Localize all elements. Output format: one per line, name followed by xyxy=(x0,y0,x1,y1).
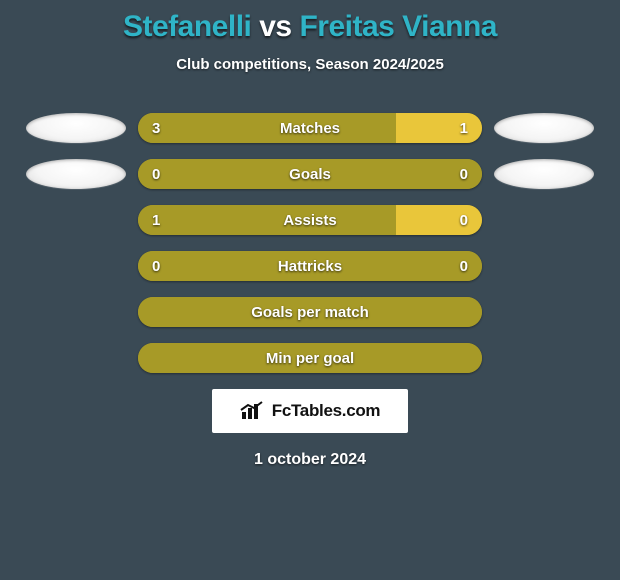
stat-label: Goals xyxy=(138,159,482,189)
stat-row: Goals per match xyxy=(0,297,620,327)
avatar-right xyxy=(494,159,594,189)
stat-value-left: 3 xyxy=(152,113,160,143)
stat-label: Min per goal xyxy=(138,343,482,373)
stat-value-left: 1 xyxy=(152,205,160,235)
date-label: 1 october 2024 xyxy=(0,451,620,469)
stat-bar: Min per goal xyxy=(138,343,482,373)
avatar-right xyxy=(494,113,594,143)
comparison-card: Stefanelli vs Freitas Vianna Club compet… xyxy=(0,0,620,469)
title-player-left: Stefanelli xyxy=(123,10,251,43)
stat-bar: Assists1 0 xyxy=(138,205,482,235)
title-vs: vs xyxy=(259,10,291,43)
stat-label: Assists xyxy=(138,205,482,235)
page-title: Stefanelli vs Freitas Vianna xyxy=(0,10,620,44)
stat-value-right: 0 xyxy=(460,205,468,235)
branding-badge[interactable]: FcTables.com xyxy=(212,389,408,433)
stat-label: Hattricks xyxy=(138,251,482,281)
stat-row: Goals0 0 xyxy=(0,159,620,189)
stat-row: Matches3 1 xyxy=(0,113,620,143)
avatar-left xyxy=(26,113,126,143)
stat-label: Goals per match xyxy=(138,297,482,327)
stat-bar: Hattricks0 0 xyxy=(138,251,482,281)
branding-text: FcTables.com xyxy=(272,401,381,421)
subtitle: Club competitions, Season 2024/2025 xyxy=(0,56,620,73)
stat-value-right: 0 xyxy=(460,159,468,189)
stat-row: Min per goal xyxy=(0,343,620,373)
stat-value-left: 0 xyxy=(152,159,160,189)
stat-bar: Goals per match xyxy=(138,297,482,327)
title-player-right: Freitas Vianna xyxy=(299,10,497,43)
stat-value-left: 0 xyxy=(152,251,160,281)
stat-bar: Matches3 1 xyxy=(138,113,482,143)
stat-value-right: 1 xyxy=(460,113,468,143)
stat-row: Assists1 0 xyxy=(0,205,620,235)
stats-list: Matches31Goals00Assists10Hattricks00Goal… xyxy=(0,113,620,373)
stat-label: Matches xyxy=(138,113,482,143)
avatar-left xyxy=(26,159,126,189)
stat-row: Hattricks0 0 xyxy=(0,251,620,281)
stat-bar: Goals0 0 xyxy=(138,159,482,189)
stat-value-right: 0 xyxy=(460,251,468,281)
chart-icon xyxy=(240,401,266,421)
